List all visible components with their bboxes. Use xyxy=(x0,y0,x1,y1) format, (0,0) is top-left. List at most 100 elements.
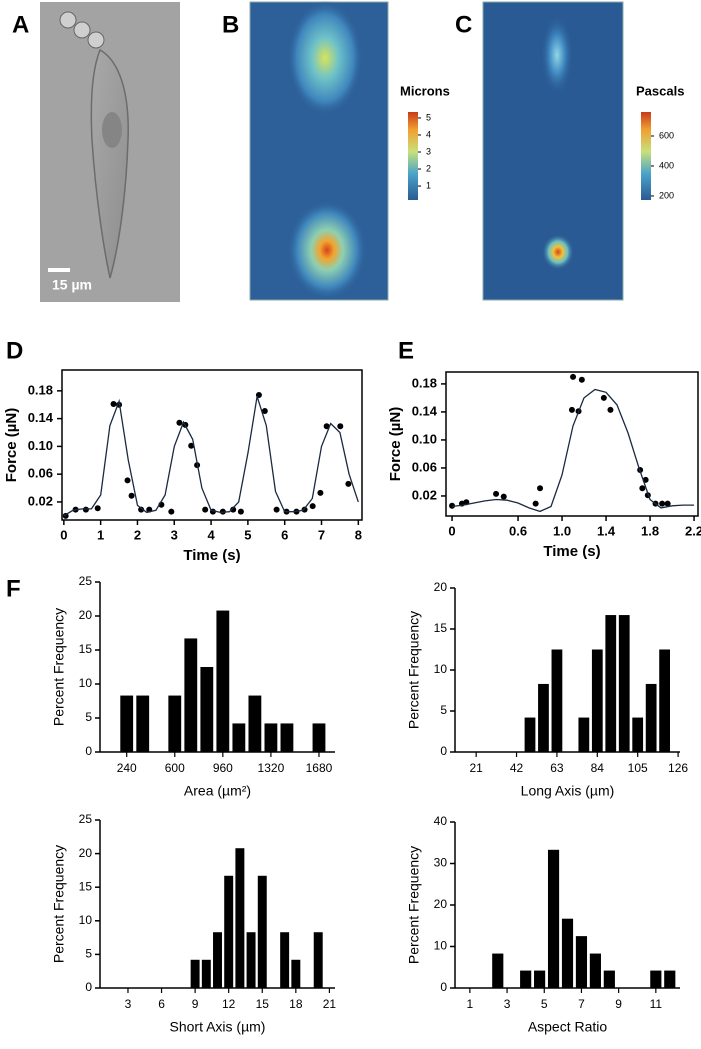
bead xyxy=(87,31,105,49)
data-point xyxy=(659,500,666,507)
y-axis-label: Percent Frequency xyxy=(406,846,422,964)
y-tick-label: 15 xyxy=(79,879,93,893)
bar xyxy=(618,615,630,752)
data-point xyxy=(323,423,330,430)
bar xyxy=(184,638,198,752)
y-axis-label: Percent Frequency xyxy=(406,611,422,729)
bar xyxy=(200,667,214,752)
data-point xyxy=(188,442,195,449)
y-axis-label: Force (µN) xyxy=(3,408,20,482)
fit-line xyxy=(451,388,694,513)
data-point xyxy=(273,506,280,513)
plot-frame xyxy=(445,371,699,517)
bar xyxy=(547,849,560,988)
data-point xyxy=(537,485,544,492)
y-tick-label: 0.18 xyxy=(412,375,437,390)
bar xyxy=(280,932,290,988)
x-tick-label: 1 xyxy=(97,527,104,542)
panel-label: C xyxy=(455,11,472,38)
x-tick-label: 126 xyxy=(668,761,688,775)
x-tick-label: 7 xyxy=(318,527,325,542)
x-tick-label: 5 xyxy=(541,997,548,1011)
scale-bar xyxy=(48,268,70,272)
panel-label: B xyxy=(222,11,239,38)
x-tick-label: 3 xyxy=(171,527,178,542)
data-point xyxy=(82,506,89,513)
y-tick-label: 20 xyxy=(79,608,93,622)
heat-spot xyxy=(541,15,573,95)
bar xyxy=(312,723,326,752)
data-point xyxy=(317,489,324,496)
x-axis-label: Long Axis (µm) xyxy=(521,783,615,799)
x-tick-label: 2.2 xyxy=(685,523,701,538)
y-tick-label: 0.10 xyxy=(28,438,53,453)
colorbar xyxy=(408,112,418,200)
y-tick-label: 0.06 xyxy=(412,459,437,474)
colorbar-title: Pascals xyxy=(636,83,684,98)
bar xyxy=(538,683,549,752)
x-tick-label: 1680 xyxy=(306,761,333,775)
x-axis-label: Short Axis (µm) xyxy=(170,1019,266,1035)
y-tick-label: 15 xyxy=(434,621,448,635)
y-tick-label: 5 xyxy=(440,703,447,717)
colorbar-title: Microns xyxy=(400,83,450,98)
heat-spot xyxy=(287,200,367,300)
x-tick-label: 21 xyxy=(323,997,337,1011)
x-tick-label: 600 xyxy=(165,761,185,775)
bar xyxy=(235,848,245,988)
bar xyxy=(524,717,536,752)
bar xyxy=(201,959,211,988)
bar xyxy=(136,695,150,752)
data-point xyxy=(237,508,244,515)
data-point xyxy=(578,376,585,383)
heat-spot xyxy=(287,0,363,116)
data-point xyxy=(500,493,507,500)
colorbar-tick-label: 400 xyxy=(659,160,674,170)
x-tick-label: 9 xyxy=(192,997,199,1011)
x-tick-label: 42 xyxy=(510,761,524,775)
y-tick-label: 0.06 xyxy=(28,466,53,481)
data-point xyxy=(600,394,607,401)
bar xyxy=(575,936,588,988)
data-point xyxy=(138,506,145,513)
x-tick-label: 1320 xyxy=(258,761,285,775)
y-tick-label: 0.18 xyxy=(28,382,53,397)
x-tick-label: 0 xyxy=(60,527,67,542)
x-tick-label: 0.6 xyxy=(509,523,527,538)
data-point xyxy=(301,506,308,513)
bar xyxy=(190,959,200,988)
bar xyxy=(578,717,590,752)
y-tick-label: 15 xyxy=(79,642,93,656)
y-tick-label: 0 xyxy=(440,744,447,758)
data-point xyxy=(176,419,183,426)
data-point xyxy=(607,406,614,413)
y-tick-label: 20 xyxy=(434,580,448,594)
y-tick-label: 0.02 xyxy=(28,493,53,508)
x-tick-label: 240 xyxy=(117,761,137,775)
x-tick-label: 5 xyxy=(244,527,251,542)
y-tick-label: 10 xyxy=(79,676,93,690)
bar xyxy=(632,717,644,752)
data-point xyxy=(532,500,539,507)
x-tick-label: 7 xyxy=(578,997,585,1011)
bar xyxy=(120,695,134,752)
x-tick-label: 18 xyxy=(289,997,303,1011)
data-point xyxy=(202,506,209,513)
panel-label: F xyxy=(6,575,21,602)
y-tick-label: 0.14 xyxy=(28,410,54,425)
data-point xyxy=(124,477,131,484)
x-tick-label: 3 xyxy=(125,997,132,1011)
x-tick-label: 960 xyxy=(213,761,233,775)
y-tick-label: 0.10 xyxy=(412,431,437,446)
y-tick-label: 10 xyxy=(434,939,448,953)
y-tick-label: 30 xyxy=(434,856,448,870)
data-point xyxy=(570,373,577,380)
data-point xyxy=(128,492,135,499)
colorbar-tick-label: 4 xyxy=(426,129,431,139)
y-tick-label: 20 xyxy=(434,897,448,911)
x-tick-label: 6 xyxy=(281,527,288,542)
data-point xyxy=(639,485,646,492)
x-axis-label: Aspect Ratio xyxy=(528,1019,608,1035)
data-point xyxy=(568,406,575,413)
